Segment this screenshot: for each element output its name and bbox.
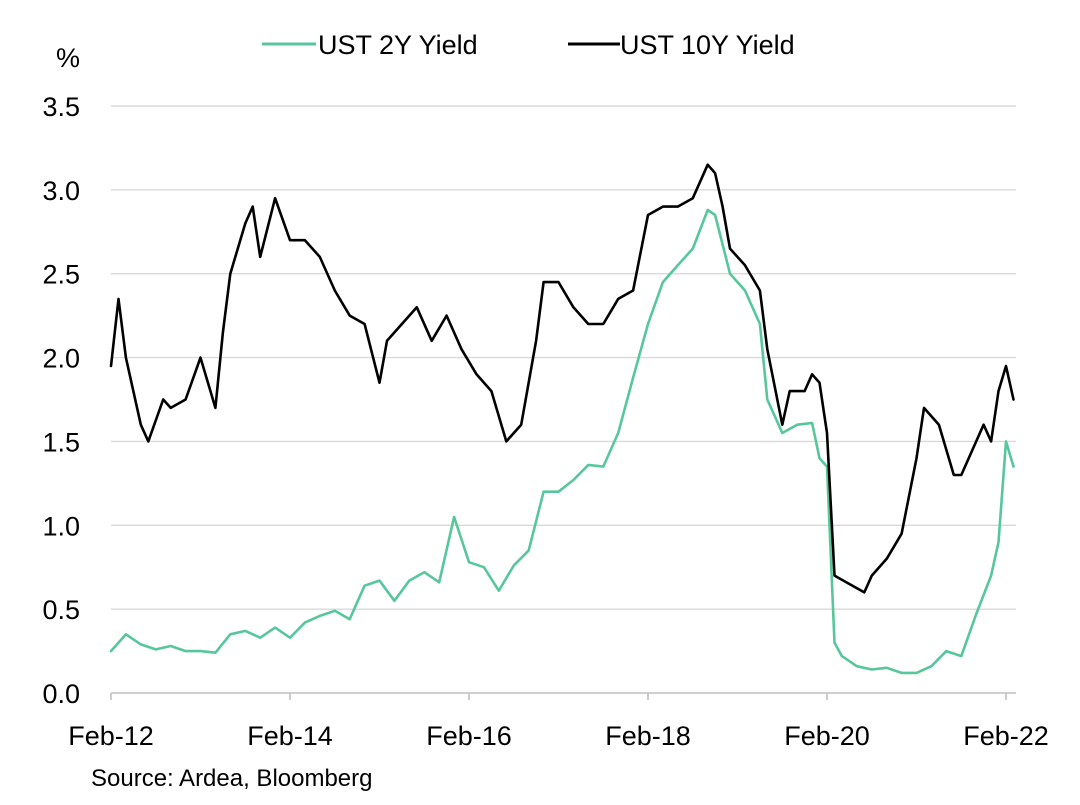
series-line-ust-2y: [109, 208, 1015, 675]
x-tick-label: Feb-22: [963, 721, 1049, 751]
source-note: Source: Ardea, Bloomberg: [91, 765, 373, 792]
x-axis: Feb-12 Feb-14 Feb-16 Feb-18 Feb-20 Feb-22: [68, 692, 1049, 751]
legend: UST 2Y Yield UST 10Y Yield: [262, 30, 795, 60]
x-tick-label: Feb-18: [605, 721, 691, 751]
y-tick-label: 1.0: [42, 511, 80, 541]
series-lines: [109, 163, 1015, 675]
y-tick-label: 3.0: [42, 176, 80, 206]
gridlines: [111, 105, 1016, 610]
y-axis-unit-label: %: [56, 43, 80, 73]
y-tick-label: 2.0: [42, 344, 80, 374]
y-axis-ticks: 0.0 0.5 1.0 1.5 2.0 2.5 3.0 3.5: [42, 92, 80, 709]
x-tick-label: Feb-12: [68, 721, 154, 751]
y-tick-label: 1.5: [42, 427, 80, 457]
x-tick-label: Feb-14: [247, 721, 333, 751]
legend-label-ust-2y: UST 2Y Yield: [318, 30, 478, 60]
x-tick-label: Feb-20: [784, 721, 870, 751]
y-tick-label: 3.5: [42, 92, 80, 122]
legend-label-ust-10y: UST 10Y Yield: [620, 30, 795, 60]
series-line-ust-10y: [109, 163, 1015, 594]
y-tick-label: 2.5: [42, 260, 80, 290]
y-tick-label: 0.5: [42, 595, 80, 625]
y-tick-label: 0.0: [42, 679, 80, 709]
x-tick-label: Feb-16: [426, 721, 512, 751]
